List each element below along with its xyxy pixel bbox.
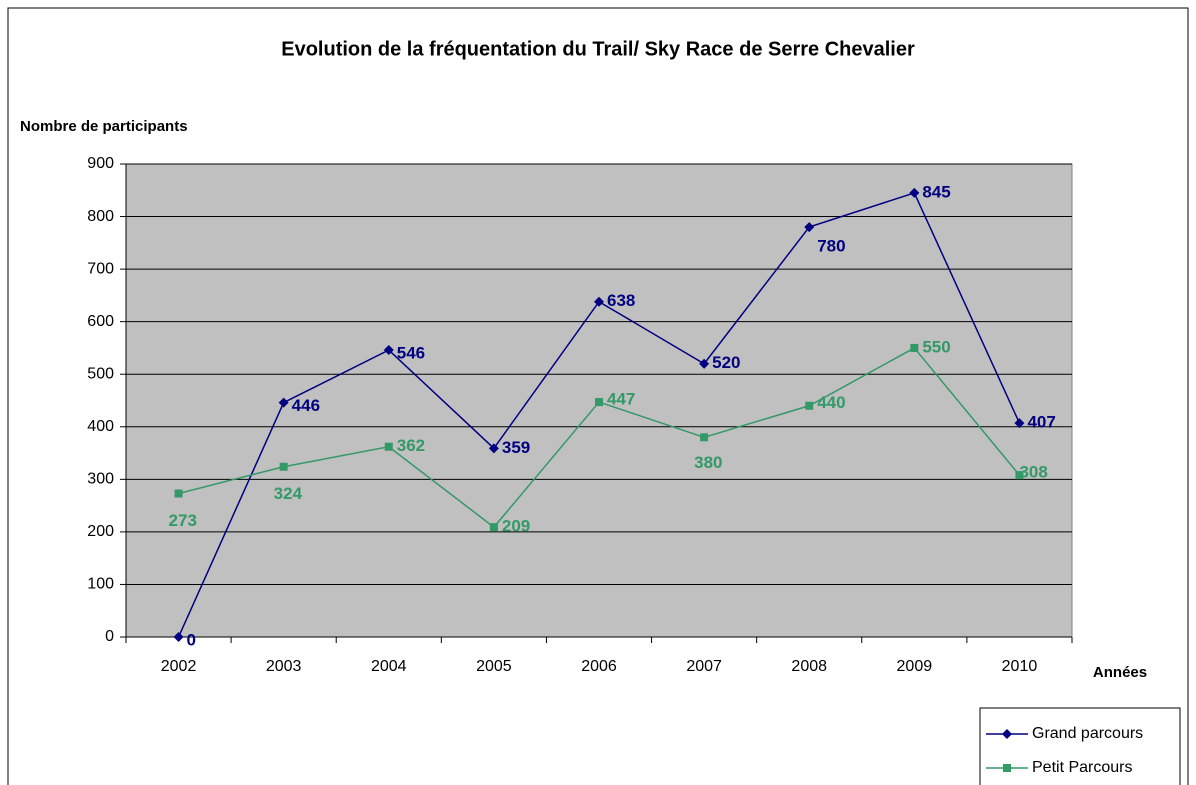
y-tick-label: 800 bbox=[87, 208, 114, 225]
data-label: 638 bbox=[607, 291, 635, 310]
marker bbox=[805, 401, 814, 410]
marker bbox=[1014, 418, 1025, 429]
y-tick-label: 100 bbox=[87, 576, 114, 593]
marker bbox=[383, 345, 394, 356]
marker bbox=[278, 397, 289, 408]
legend-label: Grand parcours bbox=[1032, 725, 1143, 742]
marker bbox=[384, 442, 393, 451]
data-label: 780 bbox=[817, 237, 845, 256]
data-label: 446 bbox=[292, 396, 320, 415]
marker bbox=[1015, 471, 1024, 480]
y-tick-label: 400 bbox=[87, 418, 114, 435]
marker bbox=[595, 398, 603, 407]
x-tick-label: 2010 bbox=[1002, 658, 1038, 675]
marker bbox=[279, 462, 288, 471]
marker bbox=[488, 443, 499, 454]
data-label: 440 bbox=[817, 393, 845, 412]
y-tick-label: 900 bbox=[87, 155, 114, 172]
legend-box bbox=[979, 707, 1181, 785]
y-tick-label: 700 bbox=[87, 260, 114, 277]
y-tick-label: 200 bbox=[87, 523, 114, 540]
marker bbox=[700, 433, 709, 442]
data-label: 520 bbox=[712, 353, 740, 372]
marker bbox=[174, 489, 183, 498]
y-tick-label: 600 bbox=[87, 313, 114, 330]
legend-marker bbox=[1002, 729, 1012, 739]
data-label: 362 bbox=[397, 436, 425, 455]
data-label: 447 bbox=[607, 390, 635, 409]
marker bbox=[804, 222, 815, 233]
data-label: 273 bbox=[169, 511, 197, 530]
x-tick-label: 2005 bbox=[476, 658, 512, 675]
data-label: 324 bbox=[274, 484, 303, 503]
marker bbox=[910, 343, 919, 352]
data-label: 407 bbox=[1027, 413, 1055, 432]
x-tick-label: 2007 bbox=[686, 658, 722, 675]
x-tick-label: 2006 bbox=[581, 658, 617, 675]
x-tick-label: 2004 bbox=[371, 658, 407, 675]
y-tick-label: 500 bbox=[87, 365, 114, 382]
marker bbox=[594, 296, 604, 307]
data-label: 0 bbox=[187, 630, 196, 649]
data-label: 550 bbox=[922, 337, 950, 356]
y-tick-label: 0 bbox=[105, 628, 114, 645]
x-tick-label: 2008 bbox=[791, 658, 827, 675]
legend-marker bbox=[1003, 764, 1011, 772]
data-label: 546 bbox=[397, 344, 425, 363]
chart-title: Evolution de la fréquentation du Trail/ … bbox=[281, 38, 915, 60]
marker bbox=[173, 632, 184, 642]
data-label: 359 bbox=[502, 438, 530, 457]
x-tick-label: 2002 bbox=[161, 658, 197, 675]
marker bbox=[909, 187, 920, 198]
data-label: 845 bbox=[922, 182, 950, 201]
data-label: 308 bbox=[1019, 463, 1047, 482]
data-label: 380 bbox=[694, 453, 722, 472]
marker bbox=[699, 358, 710, 369]
x-tick-label: 2009 bbox=[897, 658, 933, 675]
x-axis-label: Années bbox=[1093, 664, 1147, 681]
data-label: 209 bbox=[502, 517, 530, 536]
x-tick-label: 2003 bbox=[266, 658, 302, 675]
y-axis-label: Nombre de participants bbox=[20, 118, 188, 135]
marker bbox=[489, 523, 498, 532]
y-tick-label: 300 bbox=[87, 471, 114, 488]
legend-label: Petit Parcours bbox=[1032, 759, 1132, 776]
